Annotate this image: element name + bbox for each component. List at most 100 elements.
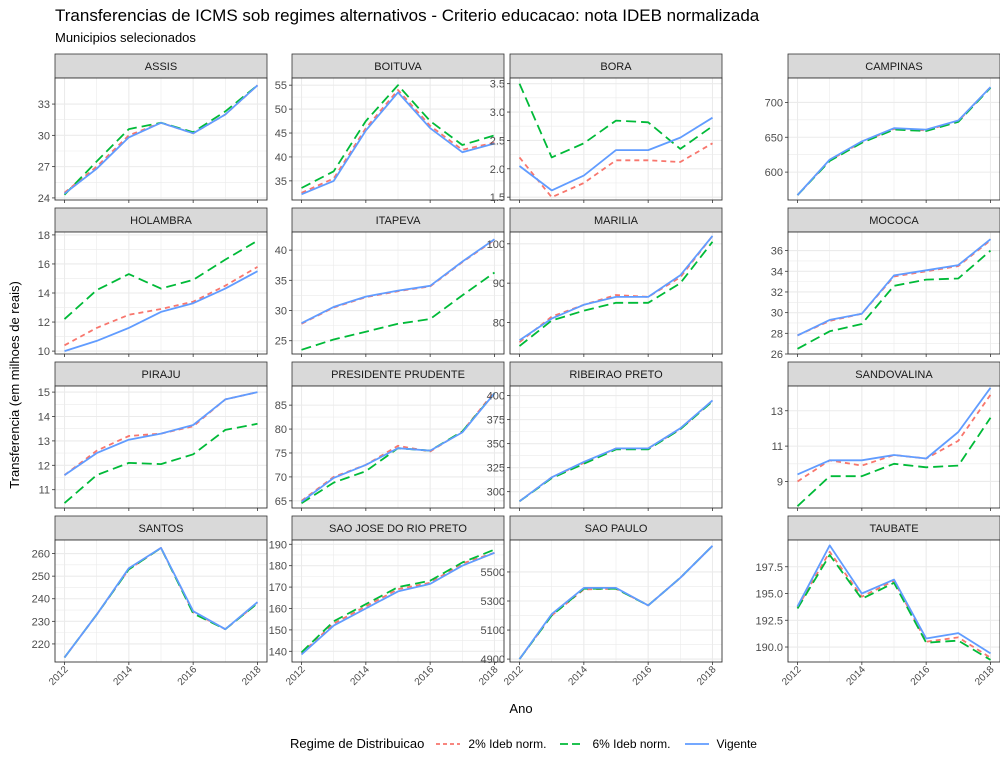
y-tick-label: 325 (487, 463, 505, 475)
facet-label-sao-paulo: SAO PAULO (585, 523, 648, 535)
y-tick-label: 190 (269, 539, 287, 551)
y-tick-label: 70 (275, 472, 287, 484)
facet-label-holambra: HOLAMBRA (130, 215, 192, 227)
y-tick-label: 5500 (481, 567, 505, 579)
facet-strip-mococa (787, 207, 1000, 233)
panel-border-sao-jose-do-rio-preto (291, 539, 505, 663)
facet-label-bora: BORA (600, 61, 632, 73)
y-tick-label: 150 (269, 625, 287, 637)
series-line-vigente-marilia (518, 235, 714, 341)
facet-strip-piraju (54, 361, 268, 387)
y-tick-label: 197.5 (755, 562, 783, 574)
y-tick-label: 12 (38, 460, 50, 472)
series-line-vigente-bora (518, 116, 713, 192)
y-tick-label: 140 (269, 646, 287, 658)
y-tick-label: 33 (38, 99, 50, 111)
panel-border-taubate (787, 539, 1000, 663)
legend-key-2pct (436, 742, 461, 745)
y-tick-label: 3.5 (490, 79, 505, 91)
series-line-6pct-ideb-norm-mococa (797, 249, 992, 350)
y-tick-label: 25 (275, 336, 287, 348)
series-line-6pct-ideb-norm-campinas (796, 87, 992, 196)
facet-label-taubate: TAUBATE (869, 523, 918, 535)
facet-label-santos: SANTOS (138, 523, 183, 535)
facet-strip-campinas (787, 53, 1000, 79)
y-tick-label: 13 (771, 406, 783, 418)
y-tick-label: 4900 (481, 654, 505, 666)
series-line-vigente-piraju (63, 391, 258, 476)
legend-label-vigente: Vigente (716, 736, 757, 751)
y-tick-label: 90 (493, 278, 505, 290)
y-tick-label: 100 (487, 239, 505, 251)
y-tick-label: 11 (39, 485, 50, 497)
y-tick-label: 15 (38, 387, 50, 399)
y-tick-label: 260 (32, 549, 50, 561)
legend-label-6pct: 6% Ideb norm. (592, 736, 671, 751)
x-tick-label: 2012 (47, 664, 71, 688)
x-axis-label: Ano (509, 701, 532, 716)
panel-border-bora (509, 77, 723, 201)
y-tick-label: 5100 (481, 625, 505, 637)
y-tick-label: 600 (765, 167, 783, 179)
facet-strip-itapeva (291, 207, 505, 233)
y-tick-label: 40 (275, 245, 287, 257)
series-line-2pct-ideb-norm-holambra (64, 266, 258, 347)
y-tick-label: 80 (275, 424, 287, 436)
panel-border-sandovalina (787, 385, 1000, 509)
facet-strip-presidente-prudente (291, 361, 505, 387)
y-tick-label: 26 (771, 349, 783, 361)
facet-label-sandovalina: SANDOVALINA (855, 369, 933, 381)
x-tick-label: 2018 (477, 664, 501, 688)
y-tick-label: 195.0 (755, 589, 783, 601)
y-tick-label: 190.0 (755, 642, 783, 654)
chart-title: Transferencias de ICMS sob regimes alter… (55, 6, 760, 25)
y-tick-label: 250 (32, 571, 50, 583)
y-tick-label: 32 (771, 287, 783, 299)
y-tick-label: 192.5 (755, 615, 783, 627)
panel-border-mococa (787, 231, 1000, 355)
x-tick-label: 2016 (909, 664, 933, 688)
x-tick-label: 2012 (284, 664, 308, 688)
y-tick-label: 230 (32, 616, 50, 628)
panel-border-marilia (509, 231, 723, 355)
series-line-vigente-taubate (796, 544, 991, 655)
panel-border-santos (54, 539, 268, 663)
panel-border-piraju (54, 385, 268, 509)
x-tick-label: 2016 (631, 664, 655, 688)
x-tick-label: 2014 (566, 664, 590, 688)
series-line-vigente-holambra (64, 270, 258, 352)
y-tick-label: 24 (38, 193, 50, 205)
y-tick-label: 27 (38, 162, 50, 174)
facet-label-marilia: MARILIA (594, 215, 639, 227)
y-tick-label: 16 (38, 259, 50, 271)
y-tick-label: 1.5 (490, 192, 505, 204)
series-line-6pct-ideb-norm-holambra (63, 239, 258, 320)
facet-label-boituva: BOITUVA (374, 61, 422, 73)
y-tick-label: 13 (38, 436, 50, 448)
y-tick-label: 80 (493, 318, 505, 330)
facet-label-ribeirao-preto: RIBEIRAO PRETO (569, 369, 663, 381)
facet-label-assis: ASSIS (145, 61, 177, 73)
facet-label-mococa: MOCOCA (869, 215, 919, 227)
x-tick-label: 2014 (844, 664, 868, 688)
facet-label-piraju: PIRAJU (141, 369, 180, 381)
panel-border-campinas (787, 77, 1000, 201)
y-tick-label: 85 (275, 400, 287, 412)
series-line-2pct-ideb-norm-marilia (518, 235, 714, 343)
x-tick-label: 2012 (502, 664, 526, 688)
y-tick-label: 700 (765, 97, 783, 109)
facet-label-itapeva: ITAPEVA (376, 215, 421, 227)
y-tick-label: 30 (771, 308, 783, 320)
series-line-vigente-sandovalina (797, 387, 992, 476)
series-line-2pct-ideb-norm-bora (518, 142, 713, 199)
y-tick-label: 30 (38, 130, 50, 142)
facet-label-campinas: CAMPINAS (865, 61, 922, 73)
legend-key-vigente (684, 742, 709, 745)
panel-border-presidente-prudente (291, 385, 505, 509)
series-line-6pct-ideb-norm-sandovalina (796, 417, 992, 507)
facet-strip-sao-jose-do-rio-preto (291, 515, 505, 541)
y-tick-label: 14 (38, 288, 50, 300)
facet-strip-sao-paulo (509, 515, 723, 541)
series-line-6pct-ideb-norm-piraju (63, 422, 258, 504)
x-tick-label: 2018 (240, 664, 264, 688)
